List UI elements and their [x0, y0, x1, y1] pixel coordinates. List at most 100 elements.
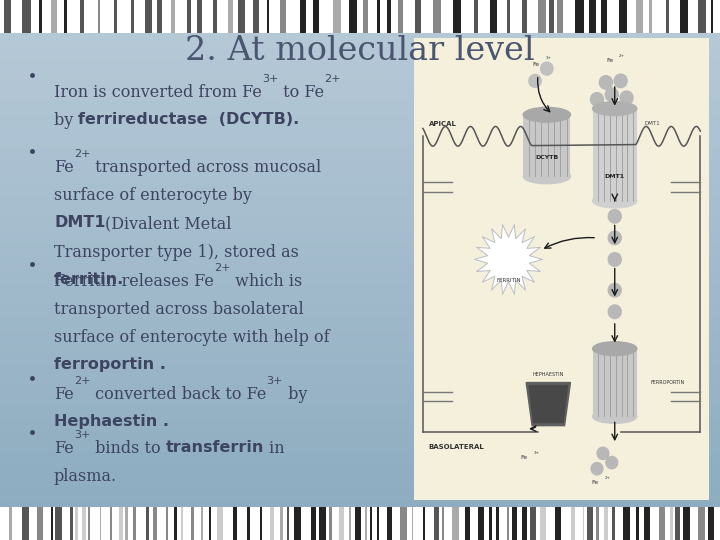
Bar — [0, 27, 720, 33]
Text: DMT1: DMT1 — [605, 174, 625, 179]
Bar — [452, 507, 459, 540]
Bar — [0, 513, 720, 519]
Bar — [0, 284, 720, 291]
Bar — [50, 0, 57, 33]
Text: surface of enterocyte with help of: surface of enterocyte with help of — [54, 329, 330, 346]
Bar — [0, 405, 720, 411]
Bar — [698, 0, 706, 33]
Bar — [711, 0, 713, 33]
Text: transferrin: transferrin — [166, 440, 264, 455]
Bar — [683, 507, 690, 540]
Bar — [349, 0, 357, 33]
Bar — [377, 507, 379, 540]
Circle shape — [528, 75, 541, 87]
Bar — [0, 195, 720, 202]
Bar — [356, 507, 361, 540]
Text: Fe: Fe — [521, 455, 527, 461]
Bar — [270, 507, 274, 540]
Text: Fe: Fe — [54, 159, 73, 176]
Text: transported across mucosal: transported across mucosal — [90, 159, 322, 176]
Bar — [636, 507, 639, 540]
Bar — [55, 507, 62, 540]
Bar — [453, 0, 461, 33]
Bar — [174, 507, 176, 540]
Bar — [522, 507, 526, 540]
Bar — [0, 243, 720, 249]
Bar — [495, 507, 499, 540]
Bar — [0, 87, 720, 94]
Bar — [22, 507, 30, 540]
Bar — [0, 141, 720, 149]
Text: 3+: 3+ — [262, 74, 278, 84]
Bar — [0, 168, 720, 176]
Bar — [400, 507, 407, 540]
Bar — [9, 507, 12, 540]
Circle shape — [608, 284, 621, 297]
Bar — [387, 507, 392, 540]
Bar — [415, 0, 421, 33]
Bar — [513, 507, 517, 540]
Polygon shape — [529, 386, 567, 422]
Bar — [708, 507, 714, 540]
Bar — [540, 507, 546, 540]
Bar — [0, 317, 720, 324]
Bar — [192, 507, 194, 540]
Bar — [636, 0, 643, 33]
Bar — [571, 507, 575, 540]
Bar — [0, 392, 720, 399]
Circle shape — [606, 456, 618, 469]
Bar — [0, 534, 720, 540]
Bar — [300, 0, 306, 33]
Text: 3+: 3+ — [534, 451, 540, 455]
Bar — [0, 102, 720, 108]
Circle shape — [608, 305, 621, 319]
Bar — [464, 507, 470, 540]
Bar — [619, 0, 626, 33]
Bar — [0, 81, 720, 87]
Ellipse shape — [593, 194, 637, 208]
Bar — [0, 426, 720, 432]
Bar — [22, 0, 31, 33]
Bar — [247, 507, 251, 540]
Bar — [0, 122, 720, 128]
Text: surface of enterocyte by: surface of enterocyte by — [54, 187, 252, 204]
Bar — [348, 507, 351, 540]
Bar — [589, 0, 595, 33]
Bar — [0, 465, 720, 472]
Bar — [0, 358, 720, 365]
Bar — [0, 94, 720, 102]
Bar — [623, 507, 629, 540]
Bar — [0, 270, 720, 276]
Circle shape — [597, 447, 609, 460]
Bar — [201, 507, 203, 540]
Bar — [0, 372, 720, 378]
Bar — [0, 446, 720, 453]
Text: Fe: Fe — [606, 58, 613, 63]
Text: transported across basolateral: transported across basolateral — [54, 301, 304, 318]
Bar — [40, 0, 42, 33]
Bar — [370, 507, 372, 540]
Bar — [364, 0, 369, 33]
Bar — [0, 249, 720, 256]
Polygon shape — [474, 225, 542, 294]
Bar — [209, 507, 211, 540]
Bar — [0, 263, 720, 270]
Bar — [0, 0, 720, 33]
Bar — [99, 507, 101, 540]
Ellipse shape — [593, 342, 637, 356]
Text: 2. At molecular level: 2. At molecular level — [185, 35, 535, 67]
Bar — [37, 507, 42, 540]
Text: by: by — [54, 112, 78, 129]
Bar — [0, 209, 720, 216]
Bar — [593, 349, 637, 416]
Bar — [0, 303, 720, 310]
Bar — [0, 351, 720, 357]
Bar — [0, 310, 720, 317]
Bar — [665, 0, 669, 33]
Bar — [0, 438, 720, 445]
Bar — [649, 0, 652, 33]
Bar — [110, 507, 112, 540]
Bar — [613, 507, 615, 540]
Bar — [197, 0, 202, 33]
Text: BASOLATERAL: BASOLATERAL — [428, 444, 485, 450]
